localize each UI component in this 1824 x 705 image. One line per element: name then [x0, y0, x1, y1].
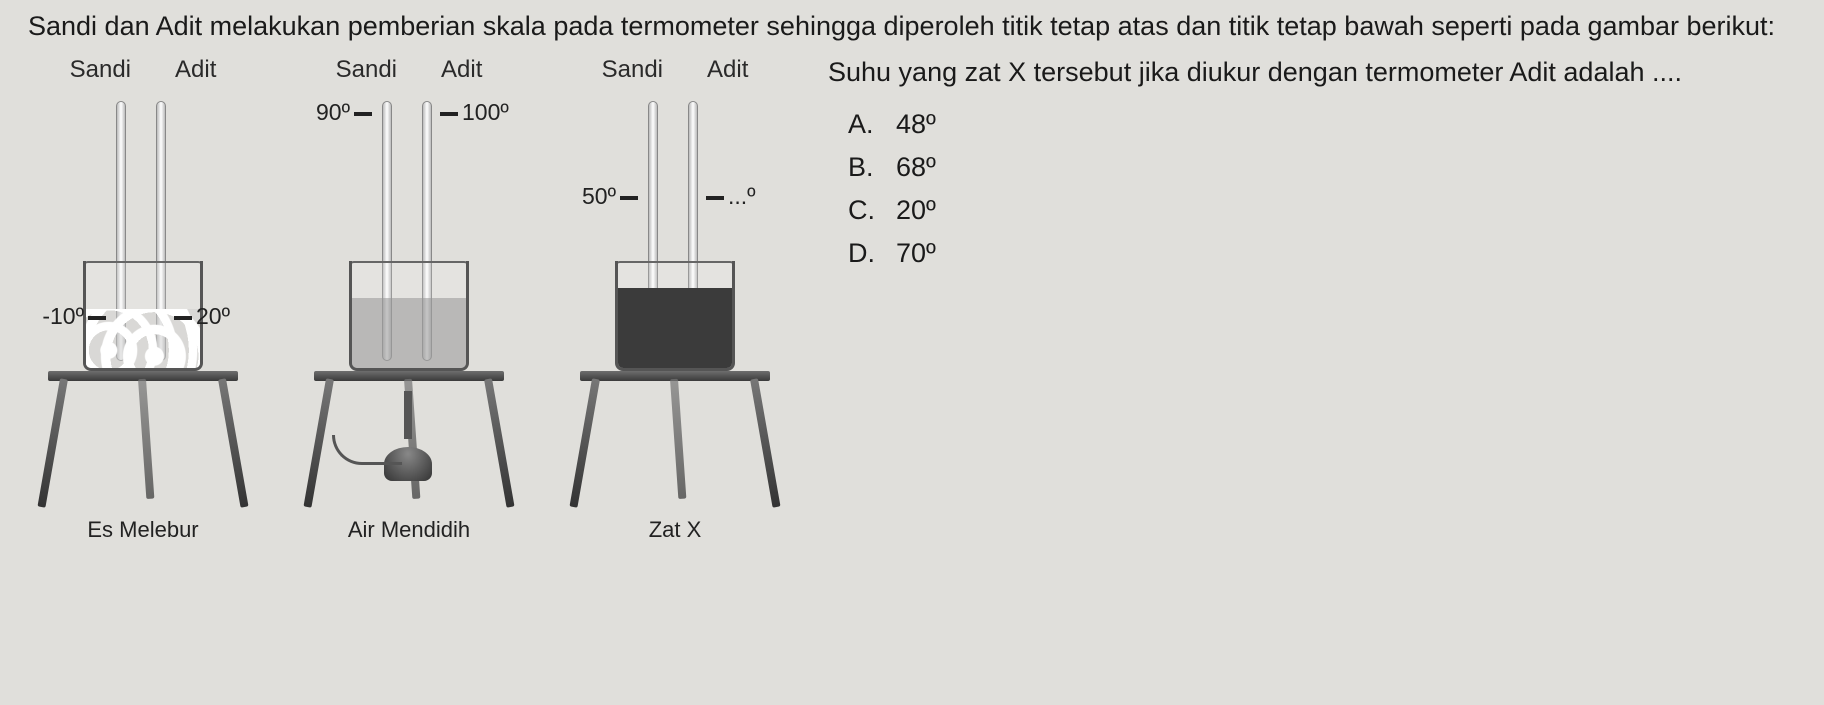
option-letter: A. — [848, 103, 878, 146]
stand-leg — [670, 379, 686, 499]
label-adit: Adit — [175, 54, 216, 86]
setup-2: Sandi Adit 50º ...º Zat X — [560, 54, 790, 544]
answer-block: Suhu yang zat X tersebut jika diukur den… — [808, 54, 1796, 544]
apparatus: 90º 100º — [294, 91, 524, 511]
figures-area: Sandi Adit -10º 20º Es Melebur Sandi Adit 90º 10… — [28, 54, 790, 544]
bunsen-burner — [390, 391, 426, 481]
caption: Air Mendidih — [294, 515, 524, 545]
answer-prompt: Suhu yang zat X tersebut jika diukur den… — [828, 54, 1796, 90]
caption: Zat X — [560, 515, 790, 545]
options-list: A. 48º B. 68º C. 20º D. 70º — [828, 103, 1796, 276]
apparatus: -10º 20º — [28, 91, 258, 511]
thermo-labels: Sandi Adit — [70, 54, 217, 86]
stand-leg — [484, 378, 514, 507]
reading-left: -10º — [42, 301, 110, 332]
liquid — [618, 288, 732, 368]
option-text: 70º — [896, 232, 936, 275]
option-b[interactable]: B. 68º — [848, 146, 1796, 189]
stand-leg — [569, 378, 599, 507]
option-letter: B. — [848, 146, 878, 189]
label-sandi: Sandi — [602, 54, 663, 86]
option-letter: C. — [848, 189, 878, 232]
reading-right: 20º — [170, 301, 230, 332]
beaker — [349, 261, 469, 371]
setup-0: Sandi Adit -10º 20º Es Melebur — [28, 54, 258, 544]
label-adit: Adit — [441, 54, 482, 86]
stand-leg — [218, 378, 248, 507]
option-c[interactable]: C. 20º — [848, 189, 1796, 232]
question-text: Sandi dan Adit melakukan pemberian skala… — [28, 8, 1796, 44]
beaker — [615, 261, 735, 371]
reading-right: ...º — [702, 181, 756, 212]
label-sandi: Sandi — [70, 54, 131, 86]
stand-leg — [303, 378, 333, 507]
stand-leg — [138, 379, 154, 499]
thermo-labels: Sandi Adit — [602, 54, 749, 86]
stand-leg — [37, 378, 67, 507]
setup-1: Sandi Adit 90º 100º Air Mendidih — [294, 54, 524, 544]
option-d[interactable]: D. 70º — [848, 232, 1796, 275]
option-text: 68º — [896, 146, 936, 189]
reading-right: 100º — [436, 97, 509, 128]
option-a[interactable]: A. 48º — [848, 103, 1796, 146]
liquid — [352, 298, 466, 368]
caption: Es Melebur — [28, 515, 258, 545]
stand-leg — [750, 378, 780, 507]
thermo-labels: Sandi Adit — [336, 54, 483, 86]
label-sandi: Sandi — [336, 54, 397, 86]
option-text: 48º — [896, 103, 936, 146]
apparatus: 50º ...º — [560, 91, 790, 511]
label-adit: Adit — [707, 54, 748, 86]
option-text: 20º — [896, 189, 936, 232]
option-letter: D. — [848, 232, 878, 275]
reading-left: 50º — [582, 181, 642, 212]
reading-left: 90º — [316, 97, 376, 128]
content-row: Sandi Adit -10º 20º Es Melebur Sandi Adit 90º 10… — [28, 54, 1796, 544]
